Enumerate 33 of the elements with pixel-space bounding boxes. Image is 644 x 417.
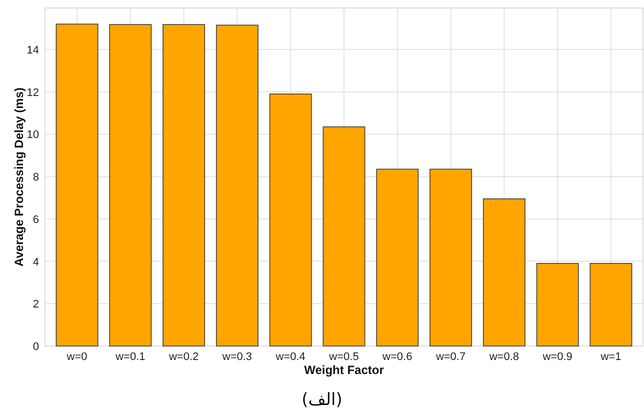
y-tick-label: 4	[32, 256, 39, 268]
bar	[536, 263, 579, 346]
y-tick-label: 12	[26, 86, 39, 99]
bar	[269, 94, 312, 346]
bar	[322, 126, 366, 346]
bar	[109, 24, 152, 346]
y-tick-label: 0	[32, 341, 39, 353]
bar	[376, 168, 419, 346]
x-tick-label: w=0.8	[488, 351, 520, 363]
y-tick-label: 10	[26, 129, 39, 142]
bar	[482, 198, 526, 346]
x-tick-label: w=0.1	[114, 351, 146, 363]
y-tick-label: 2	[32, 298, 39, 311]
x-tick-label: w=0.2	[168, 351, 199, 363]
y-tick-label: 6	[32, 214, 39, 226]
text: (الف)	[302, 390, 342, 410]
y-tick-label: 8	[32, 172, 39, 184]
x-tick-label: w=0.6	[382, 351, 412, 363]
x-tick-label: w=0	[66, 351, 88, 363]
x-tick-label: w=1	[600, 351, 622, 363]
x-tick-label: w=0.5	[328, 351, 359, 363]
y-axis-title: Average Processing Delay (ms)	[12, 88, 26, 266]
bar	[216, 24, 258, 346]
bar	[430, 168, 472, 346]
x-tick-label: w=0.7	[434, 351, 466, 363]
bar	[162, 24, 206, 346]
x-tick-label: w=0.4	[274, 351, 306, 363]
bar	[56, 24, 98, 346]
x-axis-title: Weight Factor	[304, 363, 384, 377]
x-tick-label: w=0.9	[542, 351, 572, 363]
y-tick-label: 14	[26, 44, 39, 57]
bar	[590, 263, 632, 346]
x-tick-label: w=0.3	[221, 351, 252, 363]
